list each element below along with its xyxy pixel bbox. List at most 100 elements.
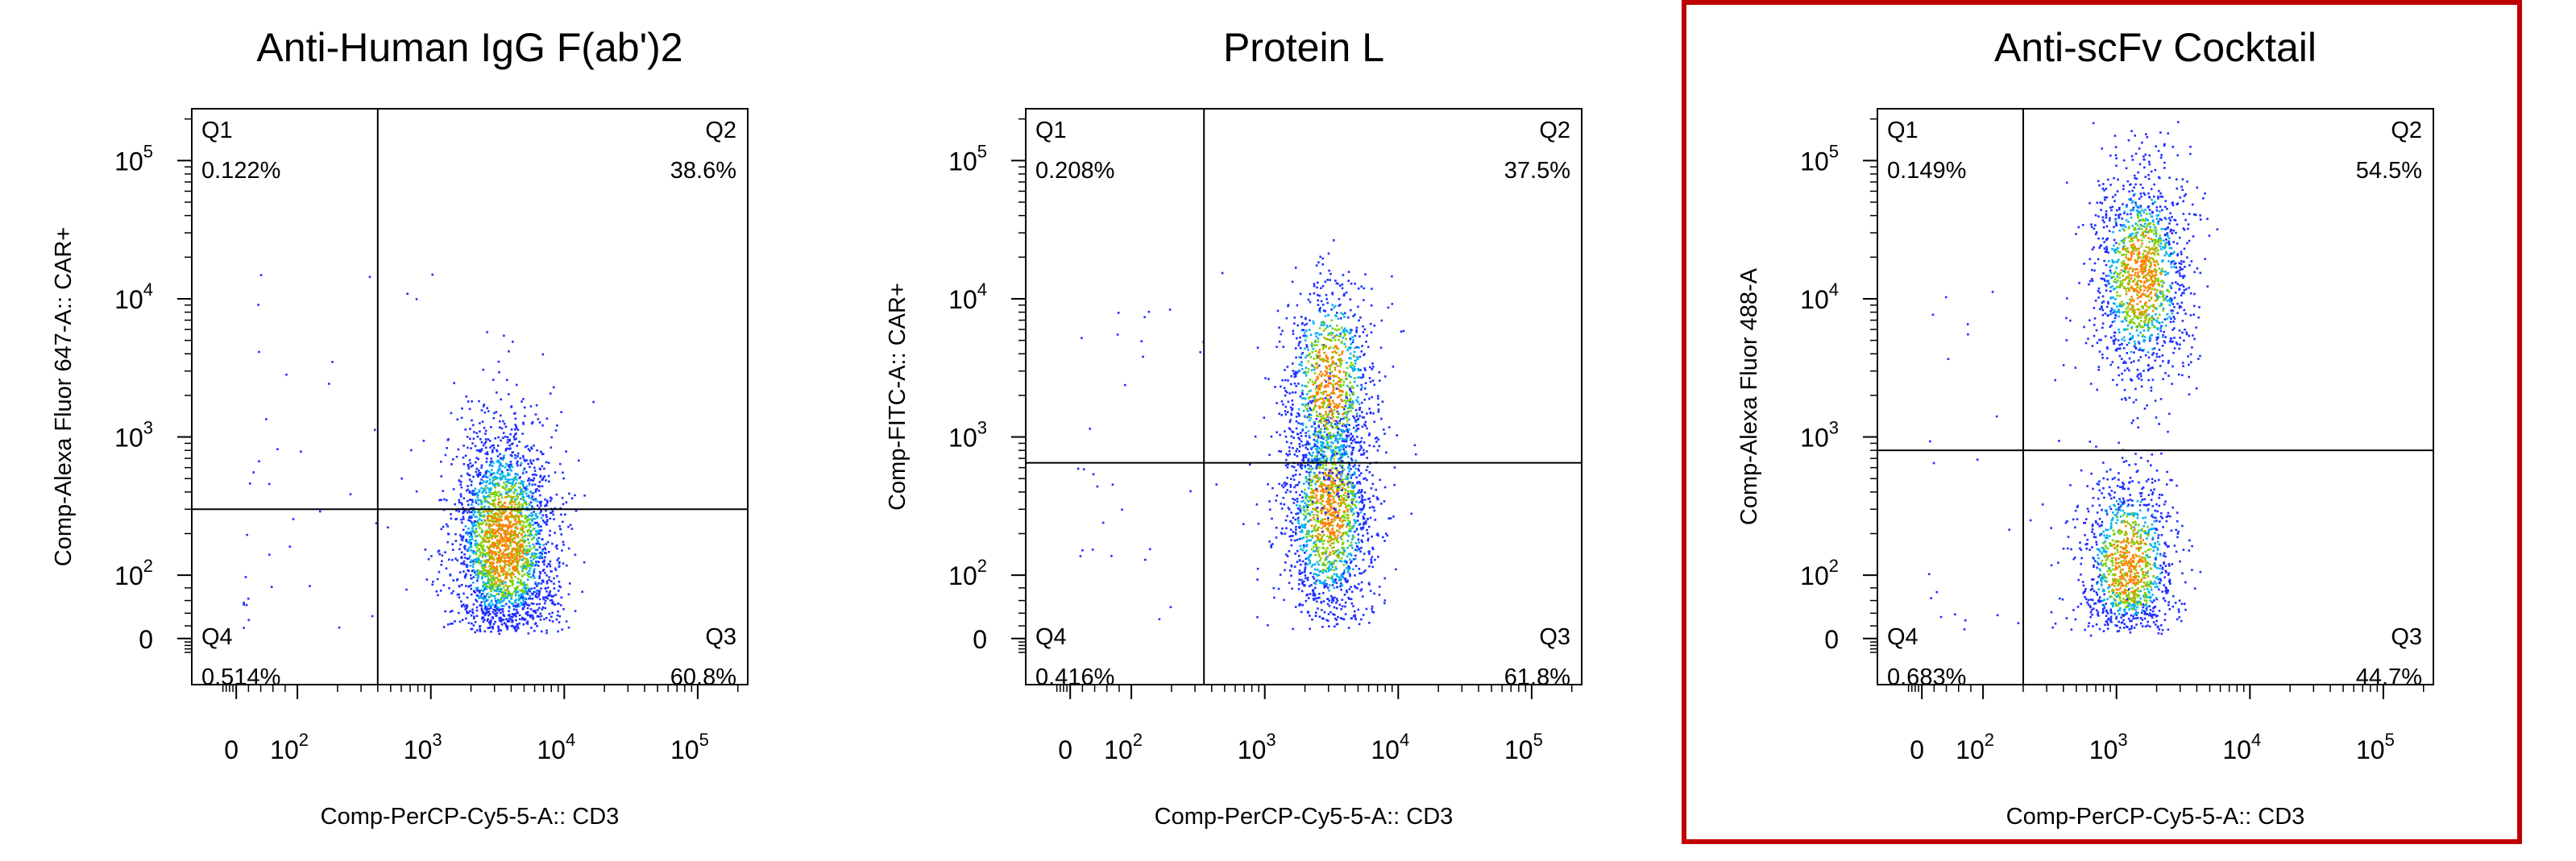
event-point [1337,540,1340,544]
event-point [479,572,481,574]
event-point [492,447,496,449]
event-point [1371,607,1373,611]
event-point [508,617,511,620]
event-point [509,433,512,436]
event-point [483,583,485,586]
event-point [1358,582,1360,586]
event-point [1331,477,1334,479]
event-point [550,511,553,514]
event-point [486,515,489,518]
event-point [474,542,477,545]
event-point [549,590,552,593]
event-point [1305,599,1308,602]
event-point [529,491,532,493]
event-point [1329,509,1331,511]
event-point [507,528,509,530]
event-point [1359,511,1363,514]
event-point [1332,449,1335,452]
event-point [1359,376,1362,379]
event-point [1329,568,1333,571]
event-point [1331,467,1334,470]
event-point [1325,460,1328,462]
event-point [1354,522,1357,524]
event-point [1350,308,1352,312]
event-point [1320,300,1323,303]
event-point [1354,408,1358,412]
event-point [484,560,487,563]
event-point [476,629,479,631]
event-point [1278,449,1280,453]
event-point [515,383,518,387]
event-point [525,565,529,567]
event-point [496,460,499,463]
event-point [518,505,521,507]
event-point [1328,524,1330,527]
event-point [1356,441,1359,444]
event-point [1363,367,1366,370]
event-point [491,582,493,584]
event-point [1341,543,1344,546]
event-point [502,475,504,478]
event-point [1338,380,1340,383]
event-point [491,565,493,569]
event-point [1336,473,1339,475]
event-point [502,591,504,594]
event-point [1304,570,1306,573]
event-point [483,549,485,553]
event-point [496,607,498,610]
event-point [1270,544,1272,547]
event-point [1334,579,1337,582]
event-point [1336,539,1338,542]
event-point [431,583,433,586]
event-point [485,594,488,596]
event-point [561,549,563,552]
event-point [444,453,447,457]
event-point [506,586,509,588]
event-point [1313,423,1316,425]
event-point [1362,526,1365,529]
event-point [1345,450,1347,453]
event-point [1297,583,1300,586]
event-point [484,441,487,443]
event-point [492,627,495,630]
event-point [507,491,510,493]
event-point [1305,477,1308,480]
event-point [458,479,461,482]
event-point [482,552,484,555]
event-point [1321,471,1324,474]
event-point [462,511,464,515]
event-point [1293,375,1296,379]
event-point [1324,523,1327,525]
event-point [537,536,541,540]
event-point [1319,498,1322,500]
event-point [1345,525,1348,528]
event-point [491,516,493,519]
event-point [1354,554,1357,557]
event-point [493,495,496,498]
event-point [1313,573,1315,575]
event-point [550,594,552,597]
event-point [504,548,508,550]
event-point [1373,383,1375,386]
event-point [515,495,518,498]
event-point [1328,377,1330,380]
event-point [533,517,536,520]
event-point [1306,346,1309,349]
event-point [1372,412,1375,415]
event-point [492,559,496,561]
event-point [1346,420,1349,423]
event-point [543,563,545,566]
event-point [554,567,557,570]
event-point [1364,369,1367,371]
event-point [1350,617,1353,620]
event-point [1377,438,1380,441]
event-point [489,549,492,552]
event-point [509,465,512,468]
event-point [549,619,551,622]
event-point [1326,441,1329,444]
event-point [1305,536,1309,538]
event-point [1341,489,1344,491]
event-point [508,592,511,595]
event-point [1363,491,1367,494]
event-point [1292,333,1295,335]
